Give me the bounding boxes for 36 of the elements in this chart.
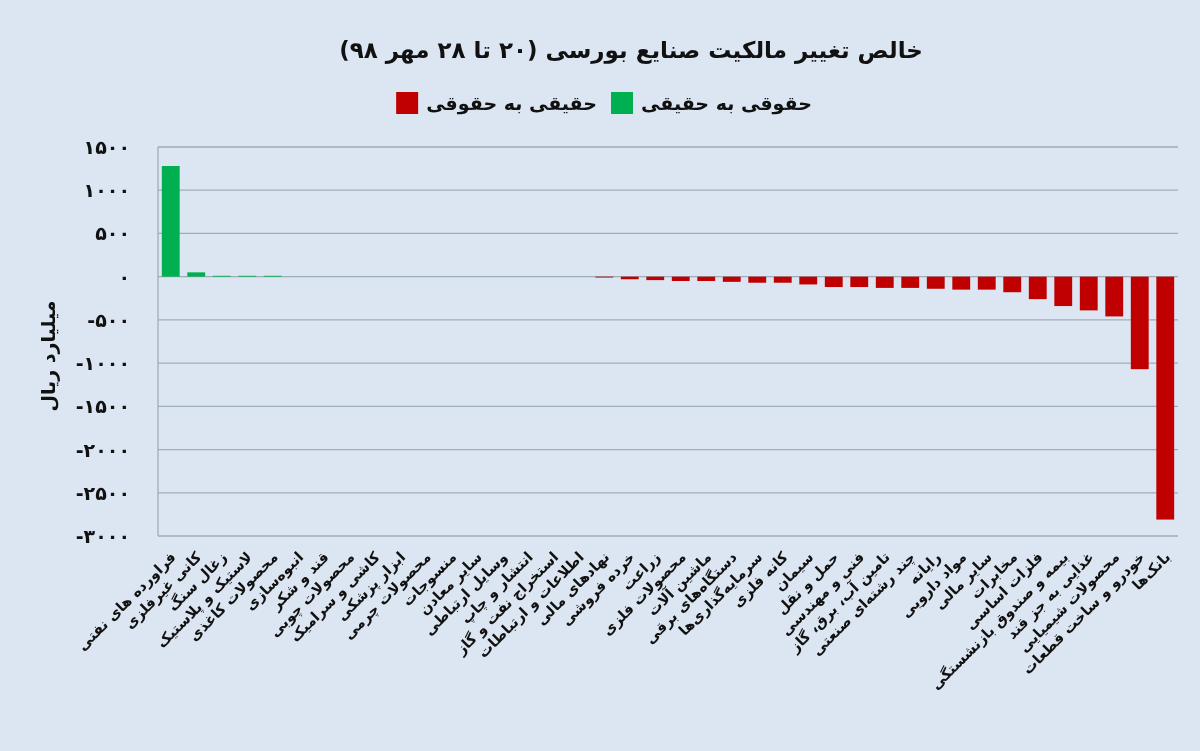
y-tick-label: -۳۰۰۰: [75, 525, 130, 547]
bar: [1156, 276, 1175, 520]
bar: [952, 276, 971, 290]
bar: [187, 272, 206, 277]
y-tick-label: -۱۰۰۰: [75, 352, 130, 375]
y-tick-label: ۵۰۰: [95, 222, 130, 245]
y-tick-label: -۵۰۰: [87, 308, 130, 331]
bar: [1054, 276, 1073, 307]
bar: [875, 276, 894, 288]
y-tick-label: ۱۵۰۰: [83, 136, 130, 158]
y-axis-title: میلیارد ریال: [37, 300, 60, 412]
bar: [926, 276, 945, 289]
bar: [1130, 276, 1149, 370]
bar: [824, 276, 843, 288]
y-tick-label: ۱۰۰۰: [83, 179, 130, 202]
bar: [901, 276, 920, 288]
bar: [977, 276, 996, 290]
bar: [161, 166, 180, 277]
bar: [773, 276, 792, 283]
y-tick-label: ۰: [118, 265, 130, 288]
legend-label: حقیقی به حقوقی: [426, 92, 597, 115]
bar: [748, 276, 767, 283]
bar: [1028, 276, 1047, 300]
y-tick-label: -۱۵۰۰: [75, 395, 130, 418]
bar: [697, 276, 716, 281]
y-tick-label: -۲۰۰۰: [75, 438, 130, 461]
y-tick-label: -۲۵۰۰: [75, 481, 130, 504]
bar: [850, 276, 869, 288]
bar: [1003, 276, 1022, 293]
bar: [722, 276, 741, 282]
chart-title: خالص تغییر مالکیت صنایع بورسی (۲۰ تا ۲۸ مهر ۹۸): [339, 37, 923, 64]
legend-label: حقوقی به حقیقی: [641, 92, 812, 115]
bar: [671, 276, 690, 281]
bar: [799, 276, 818, 285]
bar: [1105, 276, 1124, 317]
bar: [1079, 276, 1098, 311]
